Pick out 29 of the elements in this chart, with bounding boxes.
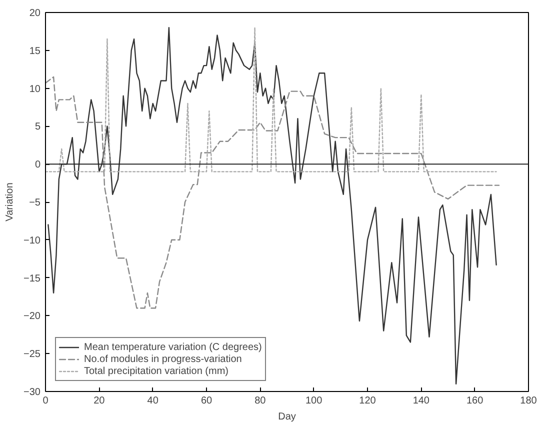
- x-axis-title: Day: [278, 412, 296, 422]
- y-tick-label: −25: [24, 349, 41, 360]
- x-tick-label: 60: [200, 396, 212, 406]
- y-tick-label: −30: [24, 387, 41, 398]
- x-tick-label: 100: [305, 396, 323, 406]
- y-tick-label: 5: [34, 122, 41, 133]
- y-tick-label: −20: [24, 311, 41, 322]
- y-tick-label: 0: [34, 160, 41, 171]
- y-tick-label: 20: [29, 8, 41, 19]
- y-tick-label: −15: [24, 273, 41, 284]
- legend-label: Total precipitation variation (mm): [84, 365, 228, 377]
- x-tick-label: 0: [42, 396, 49, 406]
- line-series: [46, 27, 497, 172]
- y-axis-title: Variation: [4, 182, 16, 222]
- legend-label: No.of modules in progress-variation: [84, 353, 242, 365]
- y-tick-label: −10: [24, 235, 41, 246]
- x-tick-label: 20: [94, 396, 106, 406]
- x-tick-label: 40: [147, 396, 159, 406]
- x-tick-label: 80: [254, 396, 266, 406]
- line-series: [46, 76, 500, 309]
- line-series: [48, 27, 497, 385]
- x-tick-label: 140: [412, 396, 430, 406]
- y-tick-label: 15: [29, 46, 41, 57]
- legend-label: Mean temperature variation (C degrees): [84, 341, 262, 353]
- x-tick-label: 120: [359, 396, 376, 406]
- y-tick-label: −5: [29, 198, 41, 208]
- y-tick-label: 10: [29, 84, 41, 95]
- x-tick-label: 160: [466, 396, 484, 406]
- x-tick-label: 180: [520, 396, 538, 406]
